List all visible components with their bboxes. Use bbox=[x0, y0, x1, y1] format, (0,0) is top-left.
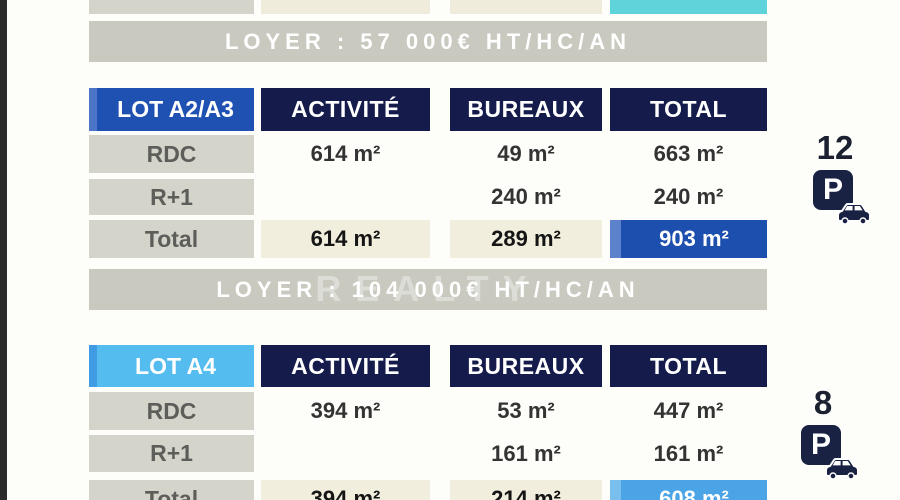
table2-header-row: LOT A4 ACTIVITÉ BUREAUX TOTAL bbox=[89, 345, 767, 387]
car-icon bbox=[825, 458, 859, 479]
cell-bureaux-total: 214 m² bbox=[450, 480, 602, 500]
cell-bureaux: 161 m² bbox=[491, 440, 561, 466]
partial-total-cell bbox=[610, 0, 767, 14]
parking-count: 12 bbox=[816, 129, 854, 166]
scan-edge-strip bbox=[0, 0, 7, 500]
table1-row-r1: R+1 240 m² 240 m² bbox=[89, 179, 767, 215]
car-icon bbox=[837, 203, 871, 224]
cell-bureaux-total: 289 m² bbox=[450, 220, 602, 258]
cell-activite bbox=[261, 179, 430, 215]
table1-col-total: TOTAL bbox=[610, 88, 767, 131]
cell-bureaux: 240 m² bbox=[491, 184, 561, 209]
cell-total: 447 m² bbox=[653, 398, 724, 423]
row-label: R+1 bbox=[89, 435, 254, 472]
row-label: RDC bbox=[89, 135, 254, 173]
cell-bureaux: 53 m² bbox=[497, 398, 555, 423]
cell-total: 161 m² bbox=[653, 440, 724, 466]
parking-p-badge: P bbox=[813, 170, 853, 210]
table1-row-total: Total 614 m² 289 m² 903 m² bbox=[89, 220, 767, 258]
cell-activite: 394 m² bbox=[310, 398, 381, 423]
parking-icon: P bbox=[811, 170, 871, 224]
table2-lot-cell: LOT A4 bbox=[89, 345, 254, 387]
cell-activite: 614 m² bbox=[310, 141, 381, 166]
cell-grand-total: 608 m² bbox=[610, 480, 767, 500]
loyer-banner-1: LOYER : 57 000€ HT/HC/AN bbox=[89, 21, 767, 62]
table1-row-rdc: RDC 614 m² 49 m² 663 m² bbox=[89, 135, 767, 173]
parking-block-1: 12 P bbox=[803, 129, 871, 224]
parking-block-2: 8 P bbox=[791, 384, 859, 479]
table1-lot-cell: LOT A2/A3 bbox=[89, 88, 254, 131]
partial-bureaux-cell bbox=[450, 0, 602, 14]
table1-col-bureaux: BUREAUX bbox=[450, 88, 602, 131]
cell-activite-total: 614 m² bbox=[261, 220, 430, 258]
partial-table-row bbox=[89, 0, 767, 14]
table2-col-activite: ACTIVITÉ bbox=[261, 345, 430, 387]
table2-row-total: Total 394 m² 214 m² 608 m² bbox=[89, 480, 767, 500]
parking-p-badge: P bbox=[801, 425, 841, 465]
table2-col-bureaux: BUREAUX bbox=[450, 345, 602, 387]
cell-total: 240 m² bbox=[653, 184, 724, 209]
table2-row-r1: R+1 161 m² 161 m² bbox=[89, 435, 767, 472]
row-label: R+1 bbox=[89, 179, 254, 215]
partial-activite-cell bbox=[261, 0, 430, 14]
loyer-banner-2-text: LOYER : 104 000€ HT/HC/AN bbox=[216, 276, 640, 302]
cell-activite bbox=[261, 435, 430, 472]
parking-icon: P bbox=[799, 425, 859, 479]
table1-col-activite: ACTIVITÉ bbox=[261, 88, 430, 131]
row-label: Total bbox=[89, 220, 254, 258]
table1-header-row: LOT A2/A3 ACTIVITÉ BUREAUX TOTAL bbox=[89, 88, 767, 131]
row-label: RDC bbox=[89, 392, 254, 430]
loyer-banner-1-text: LOYER : 57 000€ HT/HC/AN bbox=[224, 28, 632, 54]
cell-bureaux: 49 m² bbox=[497, 141, 555, 166]
cell-activite-total: 394 m² bbox=[261, 480, 430, 500]
loyer-banner-2: LOYER : 104 000€ HT/HC/AN bbox=[89, 269, 767, 310]
cell-grand-total: 903 m² bbox=[610, 220, 767, 258]
row-label: Total bbox=[89, 480, 254, 500]
table2-row-rdc: RDC 394 m² 53 m² 447 m² bbox=[89, 392, 767, 430]
parking-count: 8 bbox=[813, 384, 833, 421]
cell-total: 663 m² bbox=[653, 141, 724, 166]
partial-label-cell bbox=[89, 0, 254, 14]
table2-col-total: TOTAL bbox=[610, 345, 767, 387]
